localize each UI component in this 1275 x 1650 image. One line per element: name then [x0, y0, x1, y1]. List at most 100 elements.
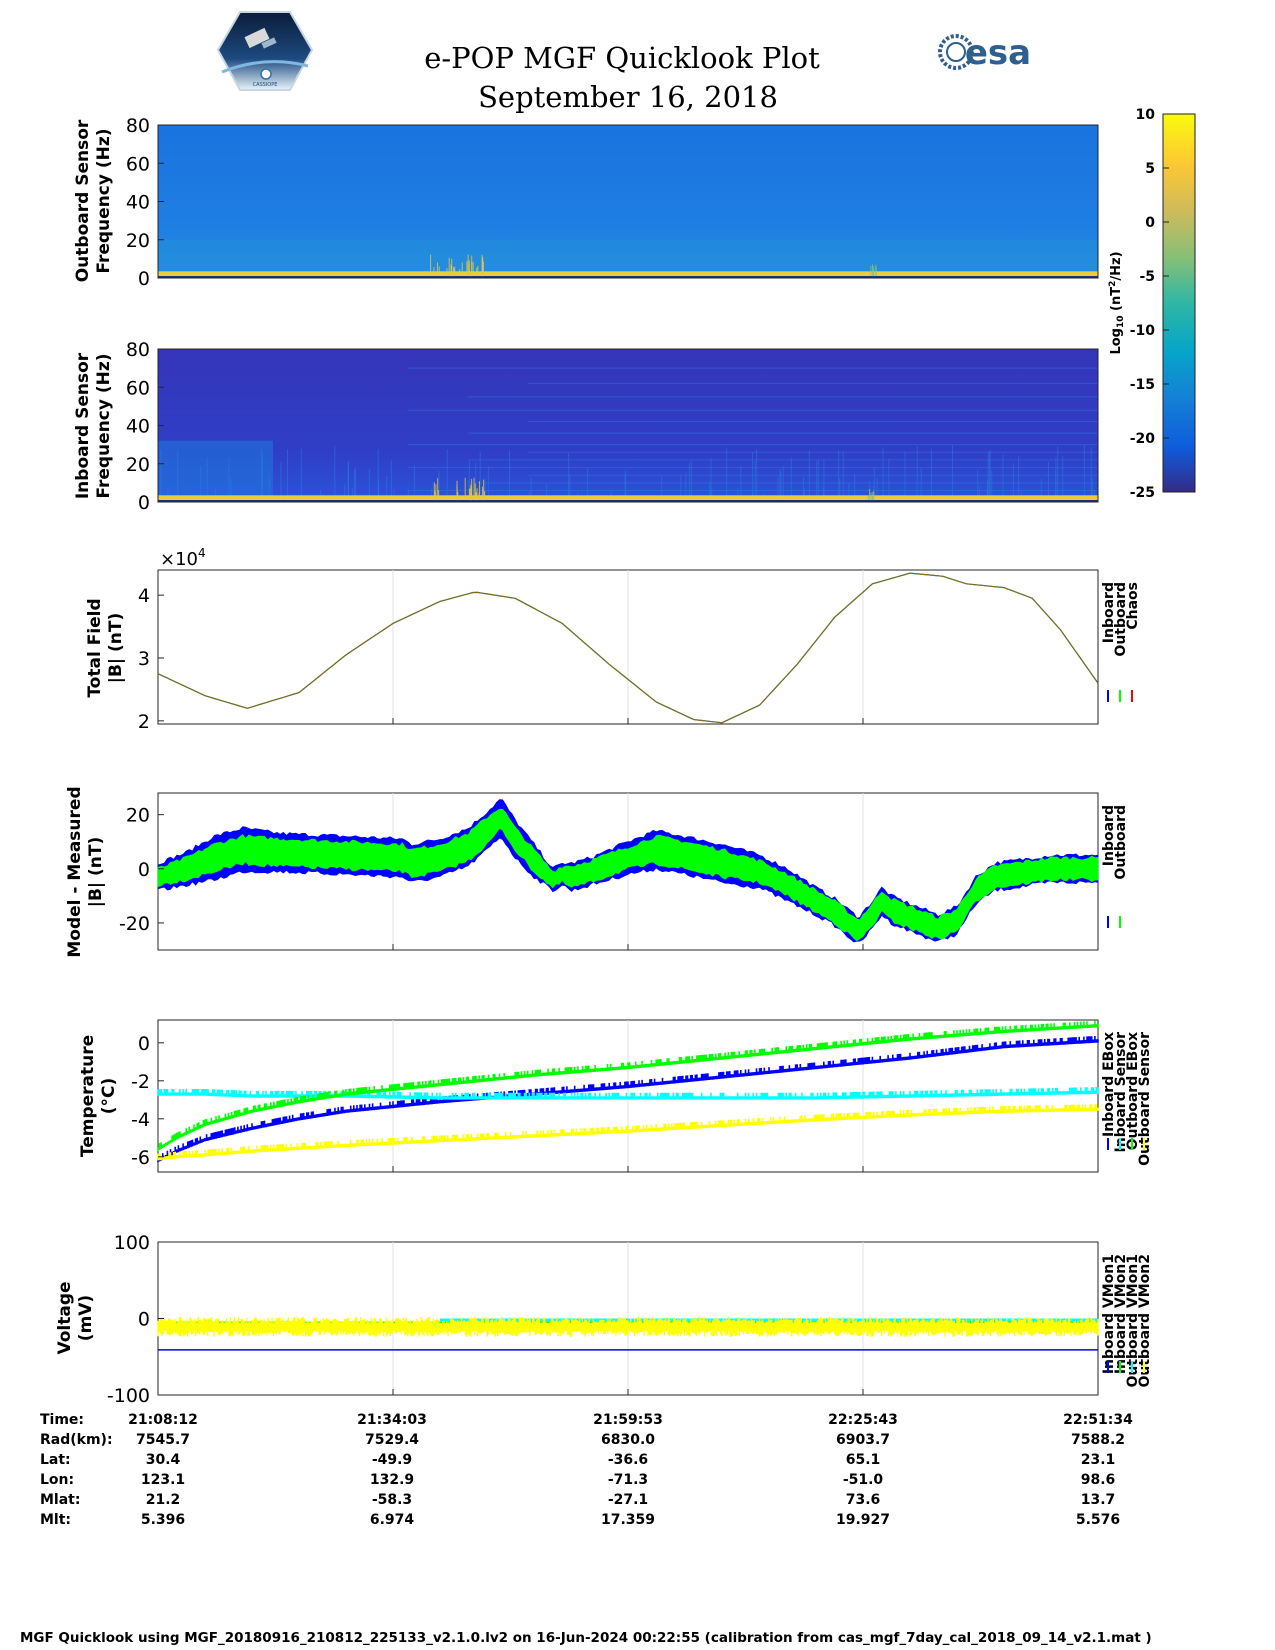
- colorbar: 10 5 0 -5 -10 -15 -20 -25 Log10 (nT2/Hz): [1108, 107, 1196, 501]
- orbit-table: Time: 21:08:12 21:34:03 21:59:53 22:25:43 22:…: [40, 1412, 1133, 1528]
- orbit-row-value: 7529.4: [365, 1432, 419, 1448]
- y-tick-label: 3: [138, 648, 150, 670]
- legend-label: Outboard Sensor: [1137, 1032, 1153, 1166]
- colorbar-tick-label: 5: [1145, 161, 1155, 177]
- spectrogram-baseline: [158, 276, 1098, 278]
- header: CASSIOPE e-POP MGF Quicklook Plot Septem…: [216, 11, 1031, 114]
- orbit-row-value: 19.927: [836, 1512, 890, 1528]
- orbit-row-value: 123.1: [141, 1472, 185, 1488]
- orbit-row-value: 13.7: [1081, 1492, 1116, 1508]
- colorbar-tick-label: -20: [1130, 431, 1156, 447]
- colorbar-tick-label: -15: [1130, 377, 1155, 393]
- temperature-ylabel-2: (°C): [99, 1078, 119, 1115]
- temperature-series-inboard-sensor: [157, 1087, 1099, 1100]
- model-measured-series-inboard: [157, 799, 1099, 943]
- total-field-ylabel-2: |B| (nT): [106, 613, 126, 684]
- colorbar-tick-label: -10: [1130, 323, 1156, 339]
- orbit-row-value: 7588.2: [1071, 1432, 1125, 1448]
- orbit-row-label: Rad(km):: [40, 1432, 113, 1448]
- inboard-ylabel-2: Frequency (Hz): [94, 353, 114, 498]
- colorbar-tick-label: -25: [1130, 485, 1155, 501]
- total-field-exponent-power: 4: [198, 546, 206, 560]
- legend-label: Chaos: [1125, 582, 1141, 630]
- inboard-spectrogram-panel: 0 20 40 60 80 Inboard Sensor Frequency (Hz): [73, 339, 1099, 514]
- outboard-spectrogram-panel: 0 20 40 60 80 Outboard Sensor Frequency (Hz): [73, 115, 1099, 290]
- colorbar-tick-label: 0: [1145, 215, 1155, 231]
- page-date: September 16, 2018: [478, 80, 778, 114]
- orbit-row-value: 5.576: [1076, 1512, 1120, 1528]
- orbit-row-value: 6903.7: [836, 1432, 890, 1448]
- orbit-row-value: 98.6: [1081, 1472, 1116, 1488]
- y-tick-label: 0: [138, 859, 150, 881]
- legend-label: Outboard: [1113, 805, 1129, 880]
- y-tick-label: -2: [131, 1071, 150, 1093]
- esa-logo: esa: [938, 33, 1031, 73]
- orbit-row-value: 21:59:53: [593, 1412, 663, 1428]
- footer-note: MGF Quicklook using MGF_20180916_210812_…: [20, 1630, 1152, 1646]
- y-tick-label: 2: [138, 711, 150, 733]
- orbit-row-label: Mlt:: [40, 1512, 71, 1528]
- legend-label: Outboard VMon1: [1125, 1254, 1141, 1388]
- y-tick-label: -100: [107, 1385, 150, 1407]
- voltage-ylabel-2: (mV): [76, 1295, 96, 1341]
- orbit-row-value: 6.974: [370, 1512, 415, 1528]
- y-tick-label: -6: [131, 1147, 150, 1169]
- colorbar-tick-label: -5: [1139, 269, 1155, 285]
- legend-label: Inboard VMon1: [1101, 1254, 1117, 1374]
- orbit-row-value: 21.2: [146, 1492, 181, 1508]
- y-tick-label: 20: [126, 230, 150, 252]
- orbit-row-value: 132.9: [370, 1472, 414, 1488]
- y-tick-label: -4: [131, 1109, 150, 1131]
- y-tick-label: 20: [126, 454, 150, 476]
- inboard-ylabel-1: Inboard Sensor: [73, 352, 93, 499]
- legend-label: Inboard: [1101, 805, 1117, 866]
- voltage-series-outboard-vmon2: [157, 1317, 1099, 1337]
- orbit-row-value: 73.6: [846, 1492, 881, 1508]
- y-tick-label: 40: [126, 192, 150, 214]
- spectrogram-baseline: [158, 500, 1098, 502]
- cassiope-logo-text: CASSIOPE: [253, 82, 278, 88]
- inboard-spectrogram-image: [158, 349, 1098, 502]
- y-tick-label: 20: [126, 805, 150, 827]
- outboard-ylabel-1: Outboard Sensor: [73, 119, 93, 282]
- legend-label: Inboard Sensor: [1113, 1032, 1129, 1153]
- model-measured-ylabel-2: |B| (nT): [86, 837, 106, 908]
- y-tick-label: 4: [138, 585, 150, 607]
- y-tick-label: 0: [138, 268, 150, 290]
- legend-label: Outboard EBox: [1125, 1032, 1141, 1150]
- orbit-row-value: 22:25:43: [828, 1412, 898, 1428]
- total-field-ylabel-1: Total Field: [85, 598, 105, 697]
- orbit-row-value: 17.359: [601, 1512, 655, 1528]
- model-measured-panel: -20 0 20 Model - Measured |B| (nT) Inboard…: [65, 786, 1129, 957]
- orbit-row-value: 5.396: [141, 1512, 185, 1528]
- orbit-row-label: Time:: [40, 1412, 84, 1428]
- legend-label: Inboard VMon2: [1113, 1254, 1129, 1374]
- y-tick-label: 0: [138, 492, 150, 514]
- temperature-ylabel-1: Temperature: [78, 1035, 98, 1157]
- voltage-panel: -100 0 100 Voltage (mV) Inboard VMon1Inboa…: [55, 1232, 1153, 1407]
- legend-label: Outboard VMon2: [1137, 1254, 1153, 1388]
- orbit-row-label: Lat:: [40, 1452, 71, 1468]
- orbit-row-label: Lon:: [40, 1472, 74, 1488]
- cassiope-logo: CASSIOPE: [216, 11, 314, 91]
- model-measured-ylabel-1: Model - Measured: [65, 786, 85, 957]
- voltage-ylabel-1: Voltage: [55, 1281, 75, 1354]
- legend-label: Inboard: [1101, 582, 1117, 643]
- orbit-row-value: 21:08:12: [128, 1412, 198, 1428]
- total-field-exponent-base: ×10: [160, 549, 198, 570]
- orbit-row-value: -58.3: [372, 1492, 412, 1508]
- y-tick-label: 60: [126, 377, 150, 399]
- y-tick-label: 80: [126, 115, 150, 137]
- page-title: e-POP MGF Quicklook Plot: [424, 41, 820, 75]
- orbit-row-value: 21:34:03: [357, 1412, 427, 1428]
- temperature-panel: -6 -4 -2 0 Temperature (°C) Inboard EBoxInb…: [78, 1019, 1153, 1173]
- orbit-row-value: 23.1: [1081, 1452, 1116, 1468]
- y-tick-label: 0: [138, 1033, 150, 1055]
- y-tick-label: 100: [114, 1232, 150, 1254]
- orbit-row-value: -27.1: [608, 1492, 648, 1508]
- y-tick-label: 40: [126, 416, 150, 438]
- outboard-spectrogram-image: [158, 125, 1098, 278]
- total-field-panel: 234 ×104 Total Field |B| (nT) InboardOut…: [85, 546, 1141, 733]
- colorbar-tick-label: 10: [1136, 107, 1156, 123]
